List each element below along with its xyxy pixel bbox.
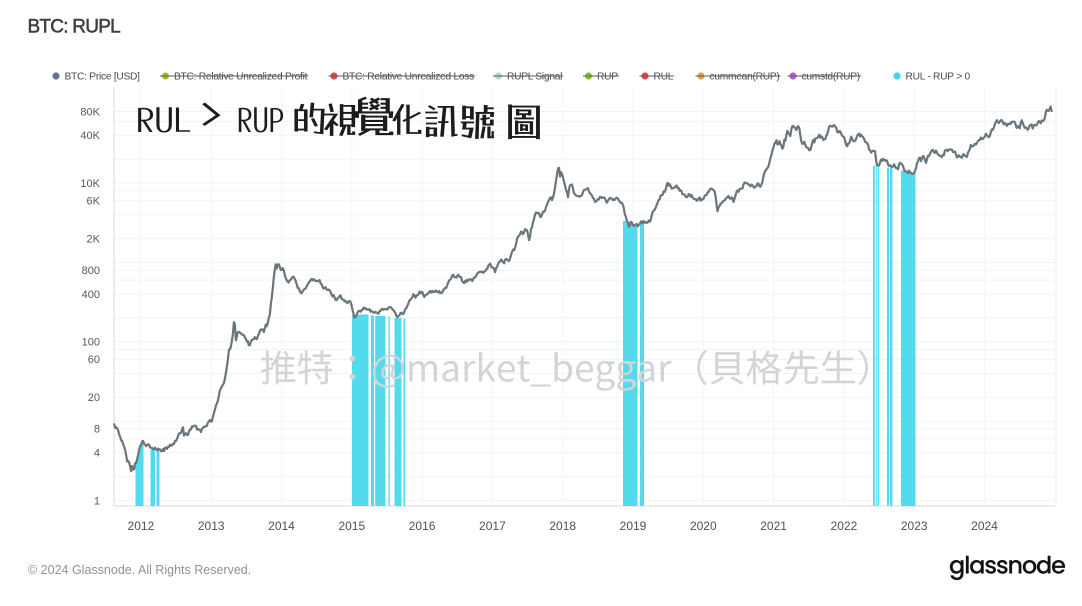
svg-text:10K: 10K — [80, 178, 100, 190]
svg-text:1: 1 — [94, 495, 100, 507]
svg-text:BTC: RUPL: BTC: RUPL — [28, 17, 121, 38]
svg-text:BTC: Price [USD]: BTC: Price [USD] — [65, 72, 141, 83]
svg-text:80K: 80K — [80, 106, 100, 118]
svg-text:2012: 2012 — [128, 519, 155, 533]
svg-text:2K: 2K — [87, 233, 101, 245]
svg-text:2024: 2024 — [971, 519, 998, 533]
svg-text:2016: 2016 — [409, 519, 436, 533]
svg-text:2023: 2023 — [901, 519, 928, 533]
svg-text:2014: 2014 — [268, 519, 295, 533]
svg-text:2013: 2013 — [198, 519, 225, 533]
svg-text:cummean(RUP): cummean(RUP) — [710, 72, 780, 83]
svg-text:BTC: Relative Unrealized Profi: BTC: Relative Unrealized Profit — [174, 72, 308, 83]
svg-text:RUL - RUP > 0: RUL - RUP > 0 — [906, 72, 971, 83]
svg-text:RUP: RUP — [597, 72, 618, 83]
svg-text:RUPL Signal: RUPL Signal — [507, 72, 562, 83]
svg-text:2022: 2022 — [831, 519, 858, 533]
svg-text:800: 800 — [82, 265, 100, 277]
svg-text:4: 4 — [94, 448, 100, 460]
svg-text:2015: 2015 — [338, 519, 365, 533]
svg-text:2021: 2021 — [760, 519, 787, 533]
svg-text:40K: 40K — [80, 130, 100, 142]
svg-text:6K: 6K — [87, 196, 101, 208]
svg-text:RUL: RUL — [654, 72, 674, 83]
svg-text:400: 400 — [82, 289, 100, 301]
svg-text:cumstd(RUP): cumstd(RUP) — [802, 72, 860, 83]
svg-text:2018: 2018 — [549, 519, 576, 533]
svg-text:8: 8 — [94, 424, 100, 436]
svg-text:100: 100 — [82, 337, 100, 349]
svg-text:BTC: Relative Unrealized Loss: BTC: Relative Unrealized Loss — [343, 72, 475, 83]
svg-text:2019: 2019 — [620, 519, 647, 533]
svg-text:© 2024 Glassnode. All Rights R: © 2024 Glassnode. All Rights Reserved. — [28, 563, 251, 577]
svg-text:2020: 2020 — [690, 519, 717, 533]
svg-text:20: 20 — [88, 392, 100, 404]
svg-text:60: 60 — [88, 354, 100, 366]
svg-text:2017: 2017 — [479, 519, 506, 533]
